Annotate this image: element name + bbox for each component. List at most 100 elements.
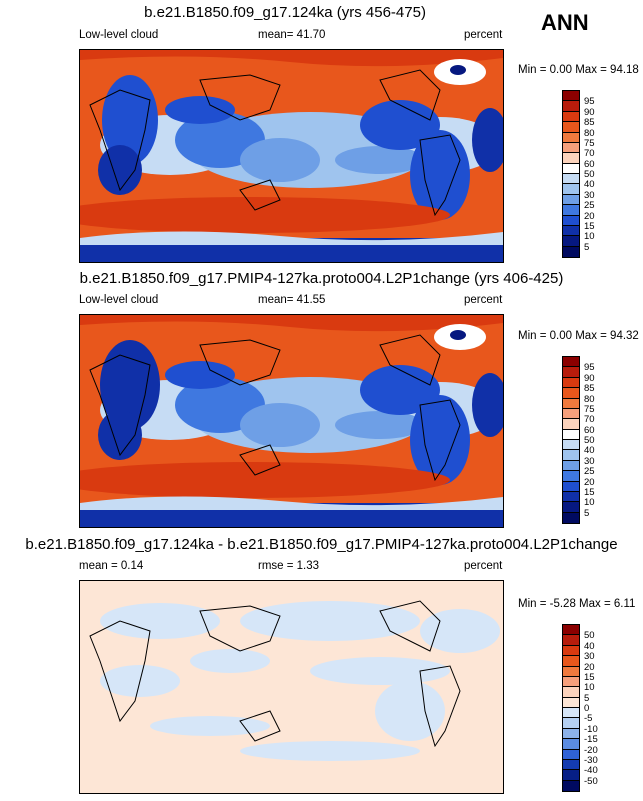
panel-2-map [79,314,504,528]
panel-1-colorbar-tick: 90 [584,107,595,118]
panel-2-colorbar-swatch [563,471,579,482]
panel-3-colorbar-tick: -10 [584,724,598,735]
panel-2-colorbar-tick: 20 [584,477,595,488]
panel-3-colorbar-swatch [563,635,579,646]
panel-3-map [79,580,504,794]
panel-1-title: b.e21.B1850.f09_g17.124ka (yrs 456-475) [144,4,426,21]
panel-1-map [79,49,504,263]
panel-3-colorbar-tick: -20 [584,745,598,756]
panel-3-rmse-label: rmse = 1.33 [258,560,320,572]
panel-3-colorbar-tick: -5 [584,713,593,724]
panel-2-colorbar-tick: 40 [584,445,595,456]
panel-1-map-field [80,50,503,262]
panel-3-units-label: percent [464,560,503,572]
panel-2-colorbar-swatch [563,491,579,503]
panel-3-colorbar-tick: -15 [584,734,598,745]
panel-1-colorbar-tick: 60 [584,159,595,170]
panel-2-colorbar-tick: 60 [584,425,595,436]
panel-1-colorbar-tick: 75 [584,138,595,149]
panel-2-colorbar-swatch [563,460,579,472]
panel-1-colorbar-swatch [563,153,579,164]
panel-2-colorbar-tick: 25 [584,466,595,477]
panel-2-colorbar-swatch [563,481,579,492]
panel-1-colorbar-swatch [563,101,579,112]
panel-3-colorbar-tick: 10 [584,682,595,693]
panel-3-colorbar-swatch [563,749,579,760]
panel-1-colorbar-tick: 5 [584,242,590,253]
panel-2-colorbar-tick: 90 [584,373,595,384]
panel-3-colorbar-swatch [563,708,579,719]
panel-1-colorbar-tick: 50 [584,169,595,180]
panel-2-colorbar-swatch [563,440,579,451]
panel-2-colorbar-swatch [563,512,579,523]
panel-3-colorbar-swatch [563,625,579,636]
panel-1-colorbar-tick: 30 [584,190,595,201]
panel-2-colorbar-swatch [563,357,579,368]
season-label: ANN [541,10,589,35]
panel-2-map-field [80,315,503,527]
panel-1-units-label: percent [464,29,503,41]
panel-2-colorbar-tick: 5 [584,508,590,519]
panel-2-mean-label: mean= 41.55 [258,294,326,306]
panel-3-colorbar-swatch [563,728,579,740]
panel-1-mean-label: mean= 41.70 [258,29,326,41]
panel-1-colorbar-swatch [563,184,579,195]
panel-1-colorbar-tick: 70 [584,148,595,159]
panel-3-colorbar [562,624,580,792]
panel-2-colorbar-tick: 85 [584,383,595,394]
panel-1-colorbar-tick: 80 [584,128,595,139]
panel-2-colorbar-swatch [563,429,579,440]
panel-2-colorbar-swatch [563,367,579,378]
panel-2-colorbar-tick: 80 [584,394,595,405]
panel-1-colorbar-swatch [563,91,579,102]
panel-2-variable-label: Low-level cloud [79,294,159,306]
panel-1-colorbar-swatch [563,142,579,154]
panel-3-colorbar-swatch [563,666,579,677]
panel-2-colorbar-tick: 70 [584,414,595,425]
panel-3-colorbar-swatch [563,676,579,688]
panel-1-colorbar-swatch [563,246,579,257]
panel-2-colorbar-swatch [563,408,579,420]
panel-2-colorbar-swatch [563,450,579,461]
panel-3-colorbar-swatch [563,687,579,698]
panel-3-colorbar-swatch [563,770,579,781]
panel-1-colorbar [562,90,580,258]
panel-1-colorbar-swatch [563,163,579,174]
panel-2-colorbar-swatch [563,419,579,430]
panel-1-colorbar-swatch [563,215,579,226]
panel-3-colorbar-tick: -50 [584,776,598,787]
panel-1-colorbar-tick: 95 [584,96,595,107]
panel-3-colorbar-tick: -40 [584,765,598,776]
panel-3-colorbar-tick: -30 [584,755,598,766]
panel-2-colorbar-tick: 30 [584,456,595,467]
panel-1-colorbar-tick: 25 [584,200,595,211]
panel-2-title: b.e21.B1850.f09_g17.PMIP4-127ka.proto004… [79,270,564,287]
panel-2-colorbar-swatch [563,388,579,399]
panel-3-colorbar-tick: 5 [584,693,590,704]
panel-1-colorbar-swatch [563,205,579,216]
panel-3-colorbar-swatch [563,759,579,771]
panel-2-colorbar-tick: 50 [584,435,595,446]
panel-2-units-label: percent [464,294,503,306]
panel-2-colorbar-swatch [563,377,579,389]
panel-3-colorbar-tick: 0 [584,703,590,714]
panel-3-colorbar-swatch [563,697,579,708]
panel-2-colorbar-swatch [563,502,579,513]
panel-1-colorbar-tick: 10 [584,231,595,242]
panel-1-colorbar-tick: 85 [584,117,595,128]
panel-1-colorbar-swatch [563,111,579,123]
panel-2-colorbar-tick: 10 [584,497,595,508]
panel-3-mean-label: mean = 0.14 [79,560,144,572]
panel-3-colorbar-swatch [563,718,579,729]
panel-1-colorbar-tick: 40 [584,179,595,190]
panel-2-colorbar-tick: 95 [584,362,595,373]
panel-1-colorbar-tick: 15 [584,221,595,232]
panel-1-colorbar-swatch [563,174,579,185]
panel-2-colorbar-tick: 75 [584,404,595,415]
panel-2-minmax-label: Min = 0.00 Max = 94.32 [518,330,639,342]
panel-1-variable-label: Low-level cloud [79,29,159,41]
panel-2-colorbar-swatch [563,398,579,409]
panel-3-colorbar-swatch [563,645,579,657]
panel-3-colorbar-tick: 40 [584,641,595,652]
panel-3-title: b.e21.B1850.f09_g17.124ka - b.e21.B1850.… [25,536,618,553]
